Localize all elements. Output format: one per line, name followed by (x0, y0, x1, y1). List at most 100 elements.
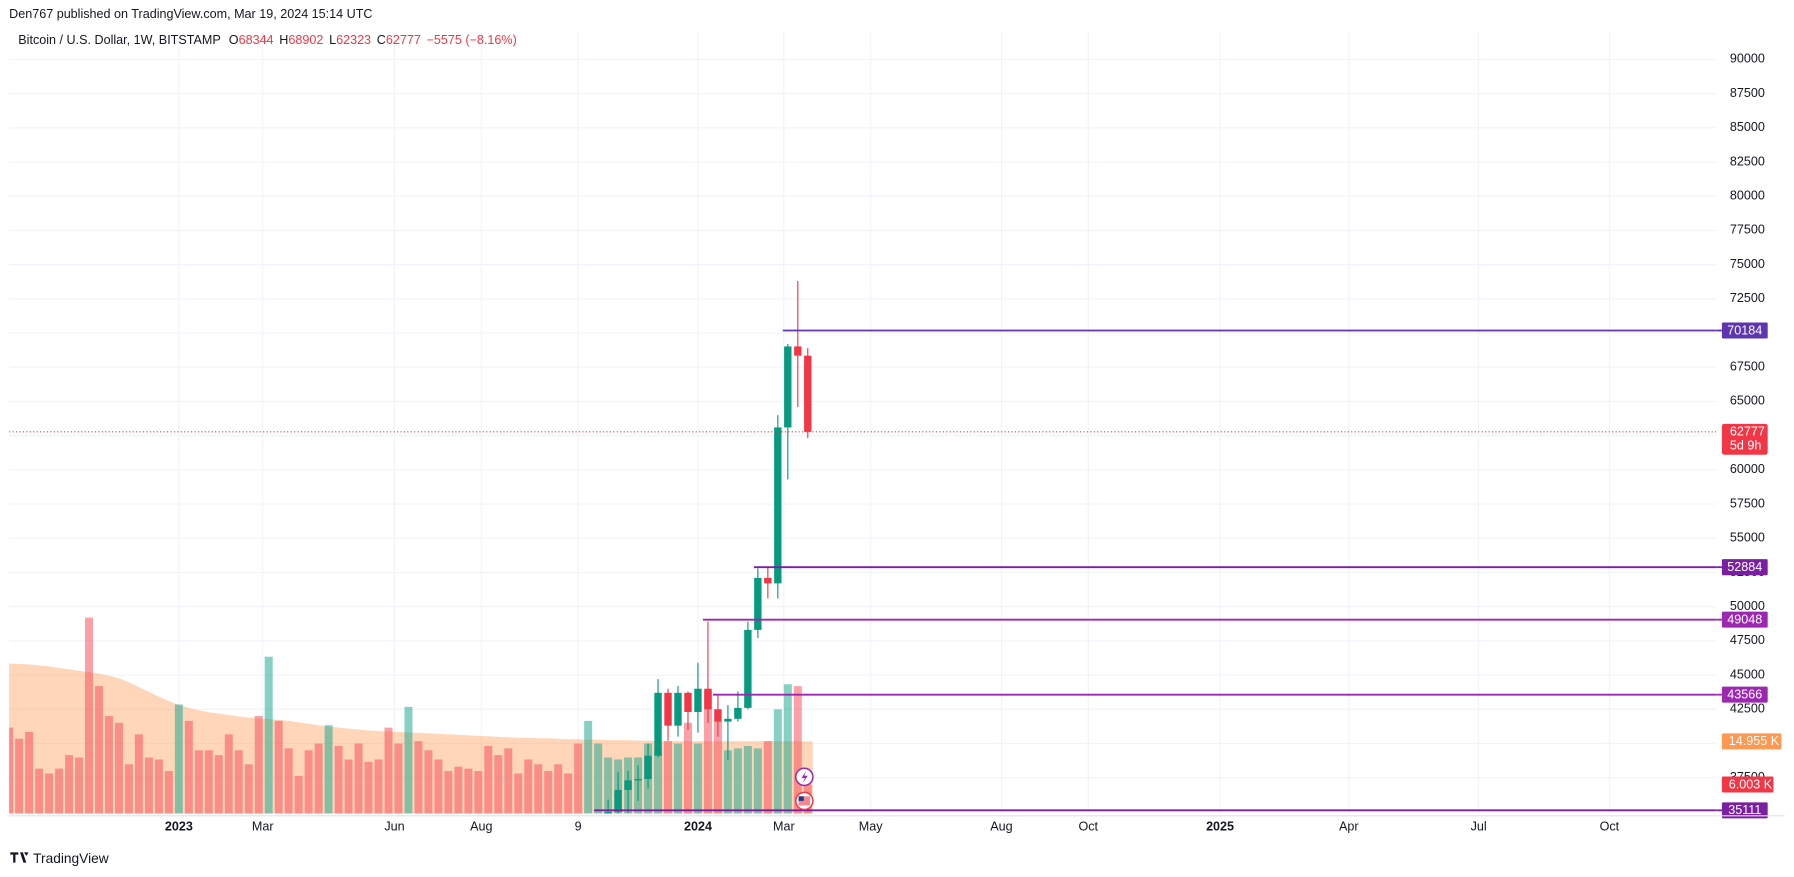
volume-bar (424, 750, 433, 814)
event-icon-glyph (798, 796, 811, 806)
volume-bar (444, 771, 453, 814)
volume-bar (234, 750, 243, 814)
price-pane (9, 281, 1717, 814)
candle-body (644, 755, 652, 780)
volume-bar (9, 727, 14, 814)
candle-body (724, 718, 732, 722)
y-tick-label: 85000 (1730, 120, 1765, 134)
candle-body (734, 707, 742, 719)
candle-body (674, 692, 682, 726)
last-price-box (1721, 423, 1768, 455)
ohlc-label: H (279, 34, 288, 48)
ohlc-label: O (229, 34, 239, 48)
volume-bar (404, 706, 413, 814)
candle-body (784, 346, 792, 428)
candle-body (794, 346, 802, 356)
volume-bar (314, 743, 323, 814)
volume-bar (654, 750, 663, 814)
x-tick-label: Apr (1339, 820, 1359, 834)
level-label: 35111 (1728, 803, 1761, 817)
volume-bar (364, 761, 373, 814)
volume-bar (324, 725, 333, 814)
volume-bar (783, 684, 792, 814)
volume-bar (564, 773, 573, 814)
candle-body (654, 692, 662, 756)
volume-bar (174, 704, 183, 814)
y-tick-label: 80000 (1730, 189, 1765, 203)
x-tick-label: Mar (773, 820, 795, 834)
volume-bar (683, 722, 692, 814)
ohlc-value: 68902 (288, 34, 323, 48)
x-tick-label: May (859, 820, 883, 834)
volume-bar (773, 709, 782, 814)
volume-bar (514, 773, 523, 814)
volume-bar (104, 716, 113, 814)
y-tick-label: 65000 (1730, 394, 1765, 408)
volume-bar (434, 759, 443, 814)
y-tick-label: 75000 (1730, 257, 1765, 271)
volume-label-box (1721, 733, 1782, 750)
volume-bar (674, 743, 682, 814)
volume-bar (35, 768, 44, 814)
volume-label: 14.955 K (1729, 734, 1780, 748)
x-tick-label: Oct (1078, 820, 1098, 834)
candle-body (774, 427, 782, 584)
volume-label: 6.003 K (1729, 777, 1773, 791)
candle-body (704, 688, 712, 710)
volume-bar (204, 750, 213, 814)
y-tick-label: 42500 (1730, 702, 1765, 716)
volume-bar (753, 748, 762, 814)
volume-bar (464, 768, 473, 814)
event-icon-glyph (798, 796, 804, 801)
level-label-box (1721, 611, 1768, 628)
candle-body (694, 688, 702, 712)
volume-bar (544, 771, 553, 814)
x-tick-label: 9 (575, 820, 582, 834)
footer-logo: TradingView (10, 851, 109, 866)
volume-bar (184, 720, 193, 814)
volume-bar (454, 766, 463, 814)
volume-bar (534, 764, 543, 814)
volume-bar (723, 750, 732, 814)
volume-bar (594, 743, 603, 814)
brand: TradingView (33, 851, 109, 866)
candle-body (804, 355, 812, 432)
volume-bar (164, 771, 173, 814)
y-tick-label: 87500 (1730, 86, 1765, 100)
level-label: 49048 (1727, 613, 1762, 627)
volume-bar (65, 755, 74, 814)
volume-bar (274, 720, 283, 814)
x-tick-label: Aug (470, 820, 492, 834)
volume-bar (524, 759, 533, 814)
volume-bar (394, 743, 403, 814)
volume-bar (664, 741, 673, 814)
countdown-label: 5d 9h (1730, 438, 1761, 452)
volume-bar (304, 750, 313, 814)
volume-bar (484, 745, 493, 814)
candle-body (624, 780, 632, 790)
volume-bar (574, 743, 583, 814)
x-tick-label: Mar (252, 820, 274, 834)
last-price-label: 62777 (1730, 425, 1765, 439)
volume-bar (85, 617, 94, 814)
volume-bar (15, 738, 24, 814)
y-tick-label: 57500 (1730, 496, 1765, 510)
x-tick-label: Jun (384, 820, 404, 834)
volume-bar (414, 741, 423, 814)
volume-bar (284, 748, 293, 814)
logo-mark (10, 852, 29, 863)
candle-body (744, 629, 752, 708)
x-tick-label: 2023 (165, 820, 193, 834)
x-tick-label: 2024 (684, 820, 712, 834)
volume-bar (134, 734, 143, 814)
volume-bar (45, 773, 54, 814)
volume-bar (334, 745, 343, 814)
volume-bar (504, 748, 513, 814)
y-tick-label: 77500 (1730, 223, 1765, 237)
y-tick-label: 47500 (1730, 633, 1765, 647)
volume-bar (254, 716, 263, 814)
candle-body (754, 577, 762, 630)
ohlc-value: 62323 (336, 34, 371, 48)
volume-bar (75, 757, 84, 814)
